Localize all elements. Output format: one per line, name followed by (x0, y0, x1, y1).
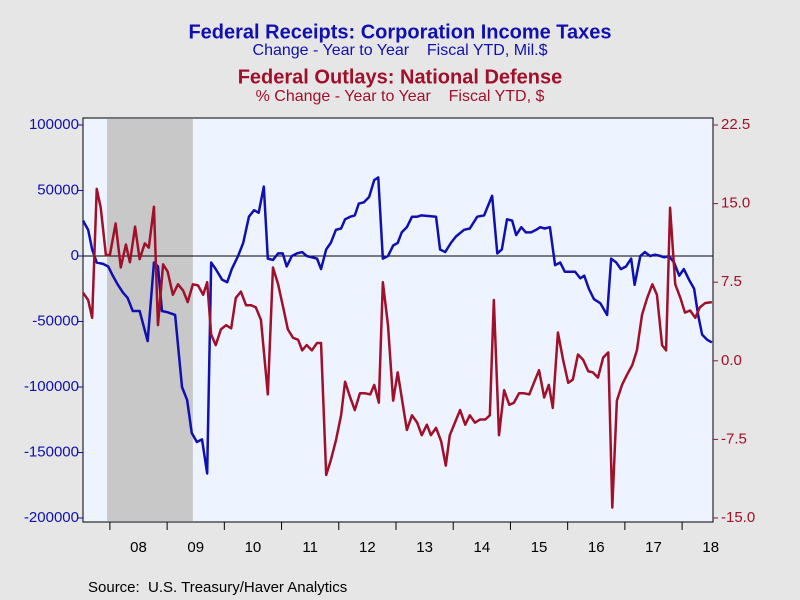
series-line (81, 176, 713, 475)
title-2: Federal Outlays: National Defense (238, 66, 563, 88)
y-tick-label: -50000 (32, 312, 79, 329)
x-tick-label: 18 (702, 539, 719, 556)
y-tick-label: -150000 (24, 443, 79, 460)
x-tick-label: 16 (588, 539, 605, 556)
y-tick-label: 50000 (37, 181, 79, 198)
y-tick-label: -100000 (24, 378, 79, 395)
y-tick-label: 0 (71, 247, 79, 264)
series-line (81, 187, 713, 509)
y-tick-label: 100000 (29, 116, 79, 133)
y2-tick-label: 15.0 (721, 195, 750, 212)
x-tick-label: 15 (531, 539, 548, 556)
x-tick-label: 09 (187, 539, 204, 556)
subtitle-2: % Change - Year to Year Fiscal YTD, $ (256, 88, 545, 105)
x-tick-label: 08 (130, 539, 147, 556)
x-tick-label: 17 (645, 539, 662, 556)
x-tick-label: 12 (359, 539, 376, 556)
y2-tick-label: 22.5 (721, 116, 750, 133)
title-1: Federal Receipts: Corporation Income Tax… (188, 21, 611, 43)
y2-tick-label: -15.0 (721, 509, 755, 526)
y2-tick-label: 7.5 (721, 273, 742, 290)
subtitle-1: Change - Year to Year Fiscal YTD, Mil.$ (253, 42, 548, 59)
y2-tick-label: -7.5 (721, 430, 747, 447)
x-tick-label: 14 (473, 539, 490, 556)
y-tick-label: -200000 (24, 509, 79, 526)
plot-layer (81, 119, 713, 521)
x-tick-label: 11 (302, 539, 318, 556)
x-tick-label: 10 (245, 539, 262, 556)
x-tick-label: 13 (416, 539, 433, 556)
source: Source: U.S. Treasury/Haver Analytics (88, 579, 347, 596)
y2-tick-label: 0.0 (721, 352, 742, 369)
